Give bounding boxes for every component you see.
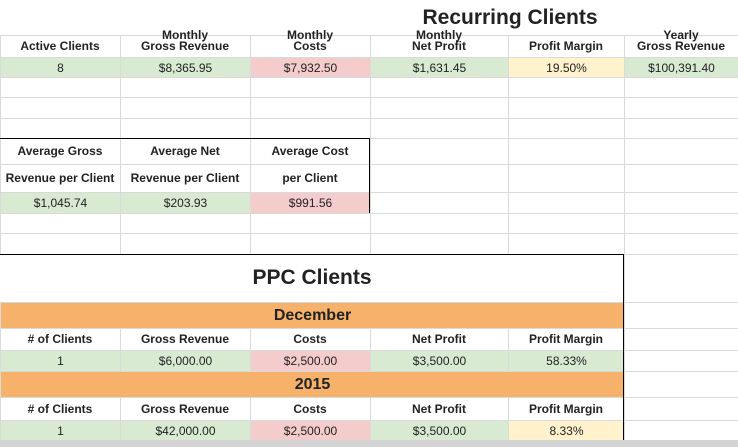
value-cell: 8 bbox=[0, 57, 120, 77]
grid-line bbox=[370, 35, 371, 447]
column-header: Profit Margin bbox=[529, 332, 603, 346]
column-header: Costs bbox=[293, 332, 327, 346]
column-header: Net Profit bbox=[412, 332, 466, 346]
column-header: Costs bbox=[293, 401, 327, 416]
grid-line bbox=[0, 233, 738, 234]
value-cell: $2,500.00 bbox=[250, 350, 370, 371]
value-cell: $100,391.40 bbox=[624, 57, 738, 77]
column-header: Net Profit bbox=[412, 401, 466, 416]
value-cell: 8.33% bbox=[508, 420, 624, 440]
grid-line bbox=[0, 397, 738, 398]
column-header: Active Clients bbox=[20, 39, 100, 53]
section-title: Recurring Clients bbox=[422, 5, 598, 29]
column-header: Profit Margin bbox=[529, 39, 603, 53]
value-cell: $1,631.45 bbox=[370, 57, 508, 77]
value-cell: $991.56 bbox=[250, 192, 370, 213]
section-title: PPC Clients bbox=[252, 266, 372, 289]
column-header: Gross Revenue bbox=[140, 401, 230, 416]
grid-line bbox=[0, 35, 738, 36]
value-cell: $3,500.00 bbox=[370, 420, 508, 440]
box-bg bbox=[0, 254, 624, 302]
grid-line bbox=[624, 35, 625, 447]
section-band: 2015 bbox=[0, 371, 624, 397]
grid-line bbox=[0, 35, 1, 447]
value-cell: $6,000.00 bbox=[120, 350, 250, 371]
value-cell: $8,365.95 bbox=[120, 57, 250, 77]
value-cell: $203.93 bbox=[120, 192, 250, 213]
column-header: Gross Revenue bbox=[636, 39, 726, 53]
value-cell: 1 bbox=[0, 350, 120, 371]
grid-line bbox=[0, 213, 738, 214]
value-cell: $7,932.50 bbox=[250, 57, 370, 77]
column-header: # of Clients bbox=[27, 401, 93, 416]
border bbox=[0, 138, 370, 139]
grid-line bbox=[0, 328, 738, 329]
value-cell: $42,000.00 bbox=[120, 420, 250, 440]
grid-line bbox=[508, 35, 509, 447]
column-header: Gross Revenue bbox=[140, 332, 230, 346]
column-header: per Client bbox=[282, 171, 338, 185]
value-cell: $2,500.00 bbox=[250, 420, 370, 440]
bottom-bar bbox=[0, 440, 738, 447]
column-header: Revenue per Client bbox=[5, 171, 115, 185]
column-header: Costs bbox=[293, 39, 327, 53]
column-header: # of Clients bbox=[27, 332, 93, 346]
column-header: Average Net bbox=[150, 144, 220, 158]
value-cell: 58.33% bbox=[508, 350, 624, 371]
column-header: Profit Margin bbox=[529, 401, 603, 416]
grid-line bbox=[120, 35, 121, 447]
grid-line bbox=[0, 77, 738, 78]
grid-line bbox=[0, 97, 738, 98]
column-header: Average Cost bbox=[271, 144, 349, 158]
grid-line bbox=[250, 35, 251, 447]
value-cell: 1 bbox=[0, 420, 120, 440]
column-header: Gross Revenue bbox=[140, 39, 230, 53]
border bbox=[0, 254, 624, 255]
border bbox=[369, 138, 370, 213]
value-cell: $1,045.74 bbox=[0, 192, 120, 213]
border bbox=[623, 254, 624, 440]
value-cell: 19.50% bbox=[508, 57, 624, 77]
grid-line bbox=[0, 118, 738, 119]
column-header: Average Gross bbox=[17, 144, 103, 158]
value-cell: $3,500.00 bbox=[370, 350, 508, 371]
column-header: Revenue per Client bbox=[130, 171, 240, 185]
section-band: December bbox=[0, 302, 624, 328]
column-header: Net Profit bbox=[412, 39, 466, 53]
